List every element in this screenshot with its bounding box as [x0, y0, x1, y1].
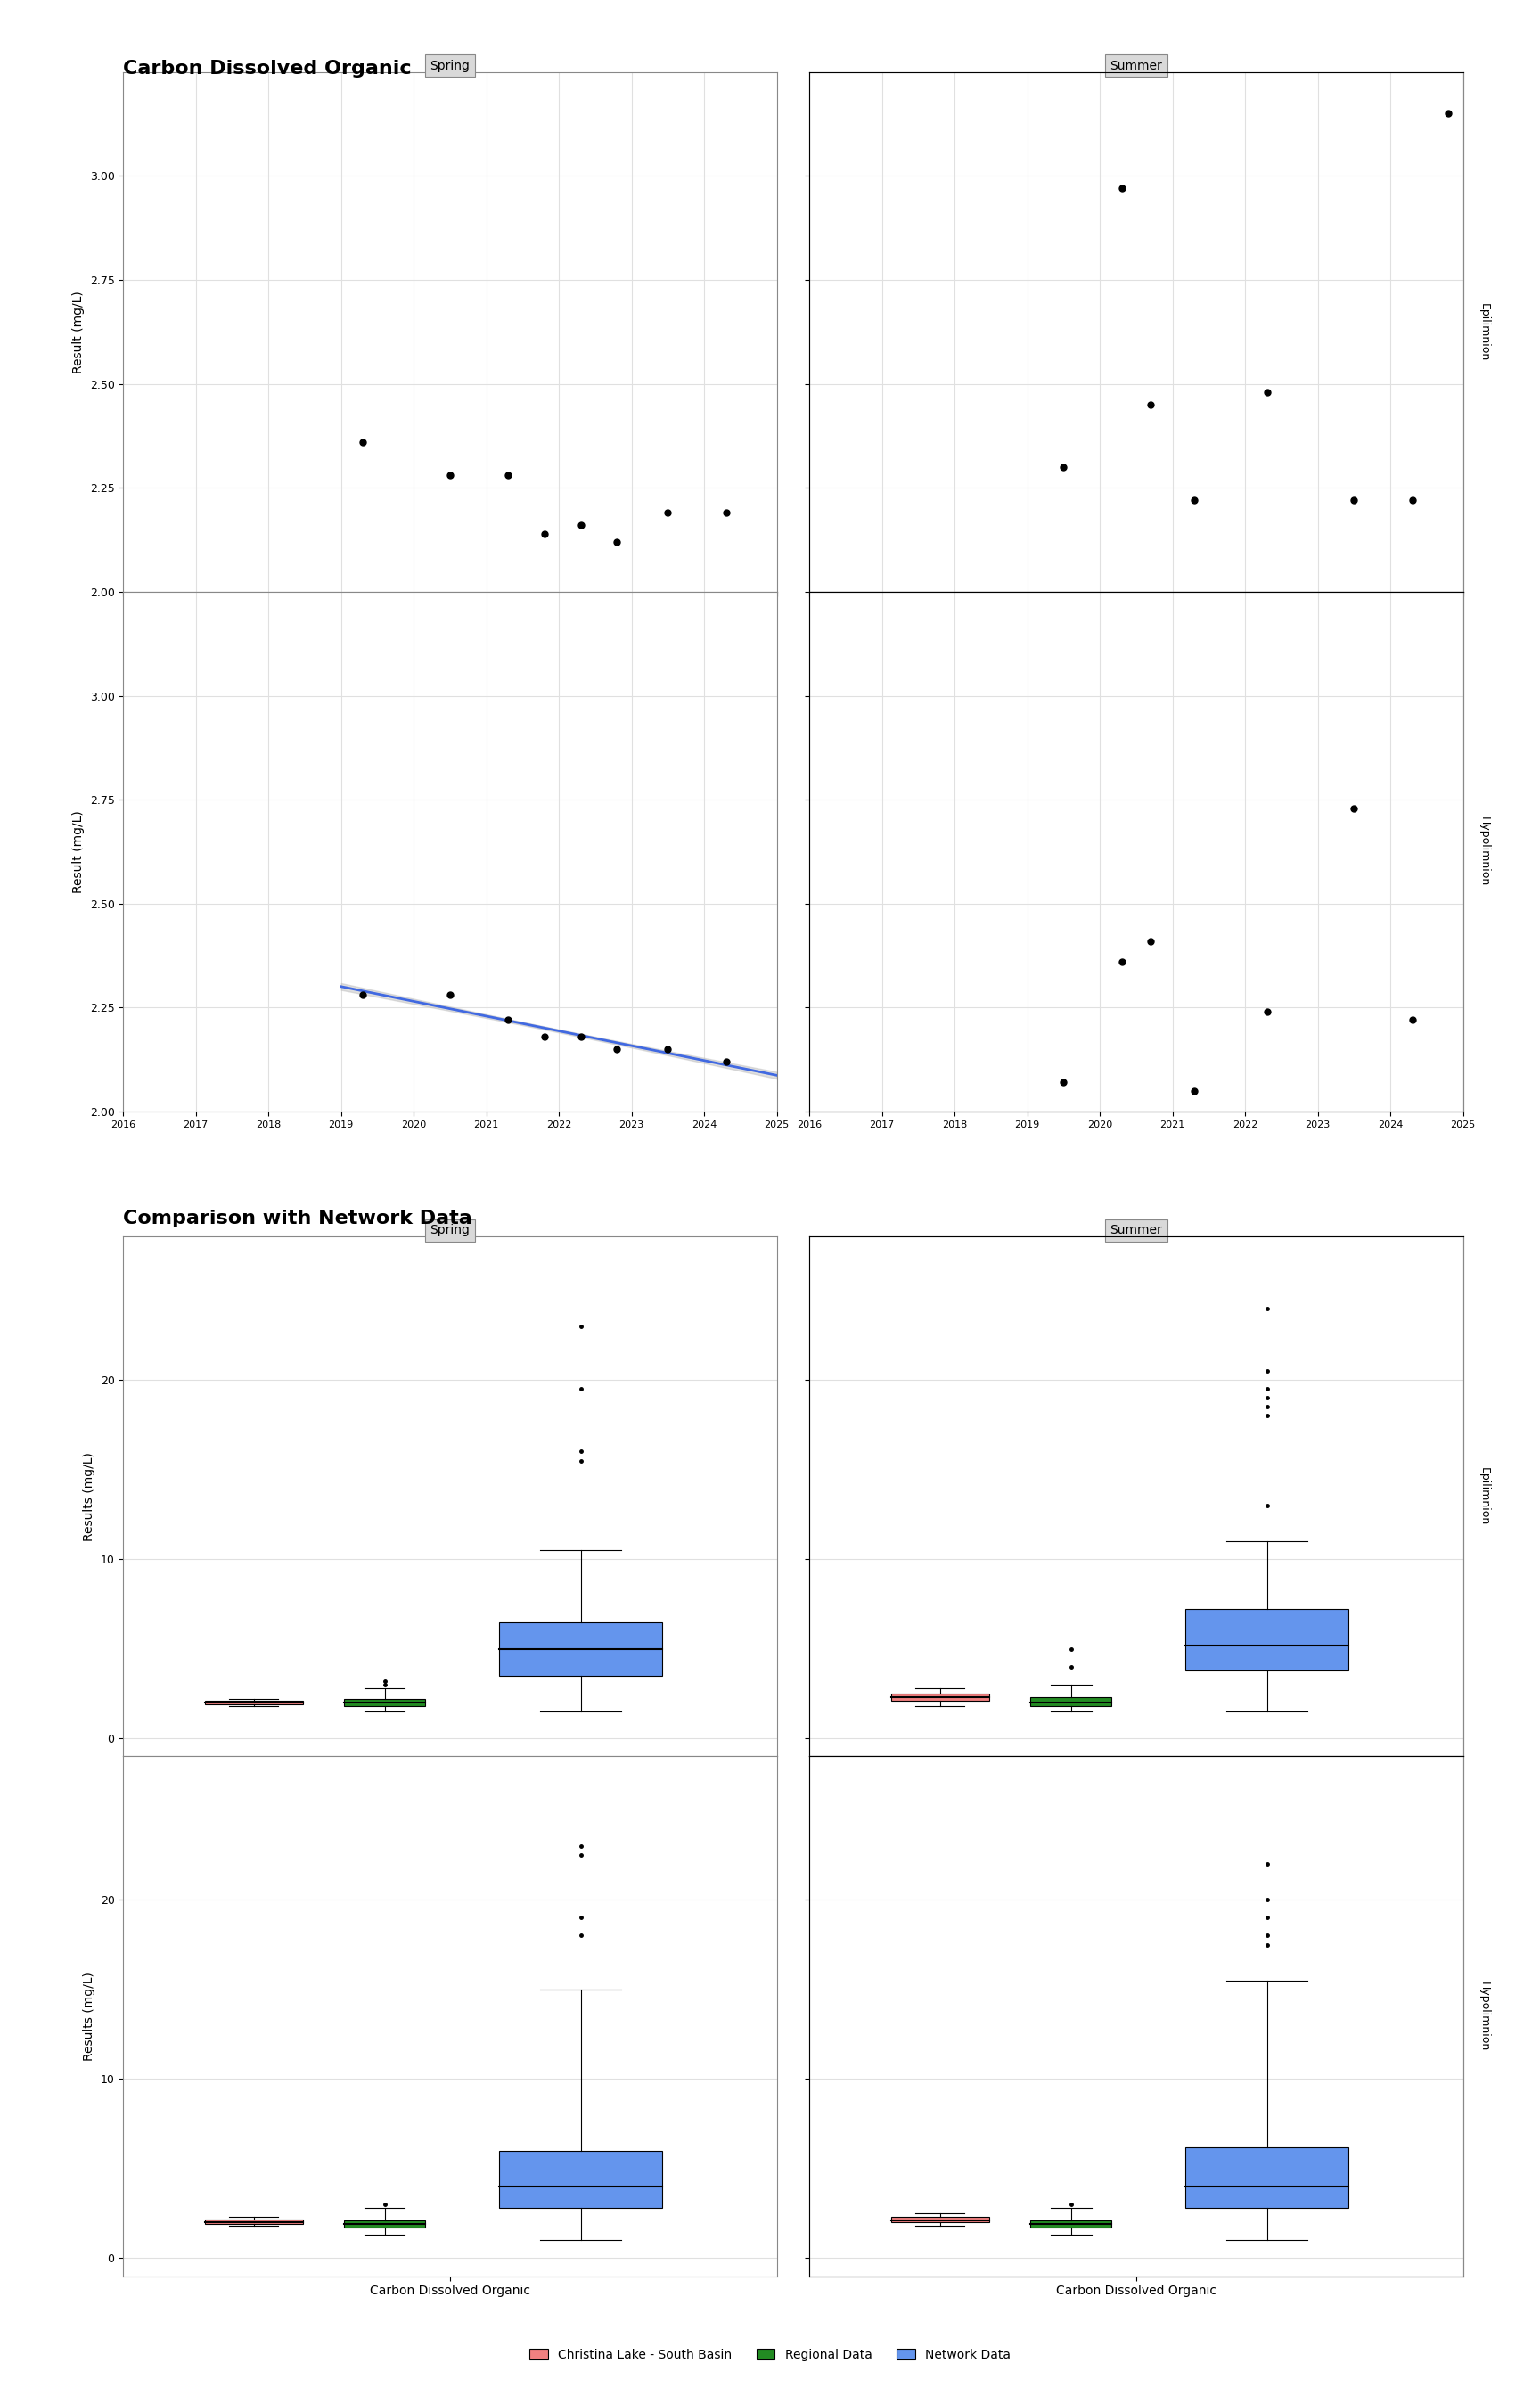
Bar: [343, 1699, 425, 1706]
Title: Summer: Summer: [1110, 60, 1163, 72]
Y-axis label: Hypolimnion: Hypolimnion: [1478, 1981, 1489, 2051]
Point: [1052, 1064, 1076, 1102]
Point: [605, 522, 630, 561]
Point: [656, 1030, 681, 1069]
Bar: [499, 2152, 662, 2209]
Point: [1109, 170, 1133, 208]
Bar: [205, 2219, 303, 2223]
Y-axis label: Result (mg/L): Result (mg/L): [72, 810, 85, 894]
Legend: Christina Lake - South Basin, Regional Data, Network Data: Christina Lake - South Basin, Regional D…: [524, 2343, 1016, 2365]
Point: [1255, 992, 1280, 1030]
Text: Carbon Dissolved Organic: Carbon Dissolved Organic: [123, 60, 411, 77]
Bar: [343, 2221, 425, 2228]
Y-axis label: Results (mg/L): Results (mg/L): [83, 1972, 95, 2061]
Bar: [1030, 1696, 1112, 1706]
Text: Carbon Dissolved Organic: Carbon Dissolved Organic: [123, 46, 411, 62]
Point: [1400, 1002, 1424, 1040]
Point: [1400, 482, 1424, 520]
Point: [1183, 1071, 1207, 1109]
Bar: [892, 1694, 989, 1701]
Y-axis label: Hypolimnion: Hypolimnion: [1478, 817, 1489, 887]
Title: Summer: Summer: [1110, 1224, 1163, 1236]
Bar: [892, 2216, 989, 2223]
Point: [531, 1018, 556, 1057]
Bar: [1186, 1610, 1349, 1670]
Point: [351, 975, 376, 1014]
Y-axis label: Results (mg/L): Results (mg/L): [83, 1452, 95, 1541]
Point: [531, 515, 556, 553]
Point: [568, 506, 593, 544]
Y-axis label: Epilimnion: Epilimnion: [1478, 1466, 1489, 1526]
Bar: [1186, 2147, 1349, 2209]
Point: [437, 975, 462, 1014]
Y-axis label: Epilimnion: Epilimnion: [1478, 302, 1489, 362]
Point: [1341, 482, 1366, 520]
Point: [713, 494, 738, 532]
Point: [1052, 448, 1076, 486]
Point: [1437, 93, 1461, 132]
Title: Spring: Spring: [430, 1224, 470, 1236]
Point: [568, 1018, 593, 1057]
Y-axis label: Result (mg/L): Result (mg/L): [72, 290, 85, 374]
Point: [437, 455, 462, 494]
Title: Spring: Spring: [430, 60, 470, 72]
Point: [605, 1030, 630, 1069]
Point: [496, 455, 521, 494]
Bar: [499, 1622, 662, 1675]
Point: [1138, 922, 1163, 961]
Point: [1341, 788, 1366, 827]
Point: [1109, 942, 1133, 980]
Point: [496, 1002, 521, 1040]
Point: [1255, 374, 1280, 412]
Bar: [205, 1701, 303, 1704]
Point: [351, 422, 376, 460]
Bar: [1030, 2221, 1112, 2228]
Point: [656, 494, 681, 532]
Text: Comparison with Network Data: Comparison with Network Data: [123, 1210, 473, 1227]
Point: [1183, 482, 1207, 520]
Point: [1138, 386, 1163, 424]
Point: [713, 1042, 738, 1081]
